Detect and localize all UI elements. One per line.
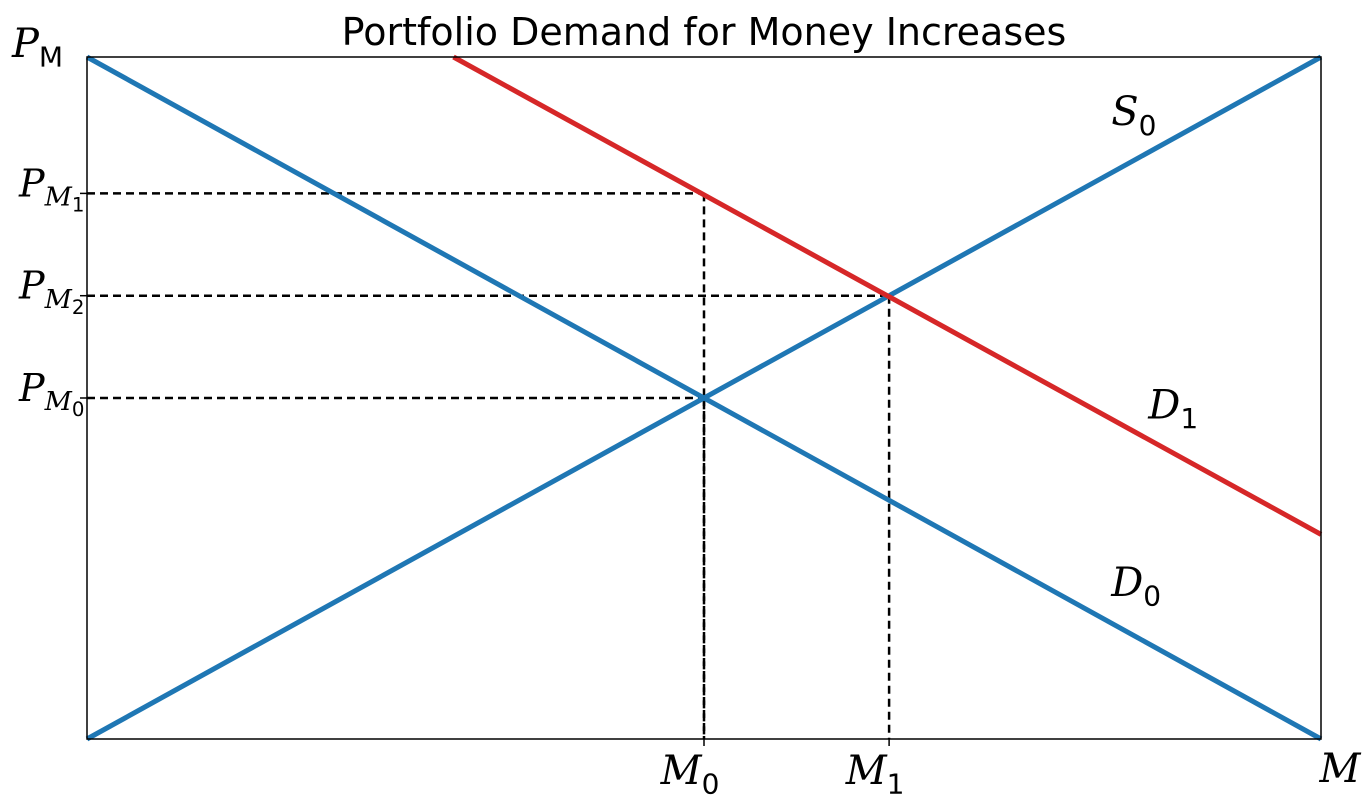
x-axis-label: M	[1319, 746, 1362, 792]
series-line-d0	[85, 54, 1323, 742]
series-line-d1	[452, 54, 1323, 537]
axis-ticks	[80, 192, 890, 746]
chart-labels: S0 D0 D1 M0 M1 PM1 PM2 PM0 PM M	[11, 21, 1362, 801]
x-tick-label: M1	[845, 748, 905, 801]
series-label-d1: D1	[1147, 382, 1198, 435]
series-label-s0: S0	[1111, 89, 1156, 142]
series-label-d0: D0	[1110, 560, 1161, 613]
chart-title: Portfolio Demand for Money Increases	[342, 10, 1067, 54]
x-tick-label: M0	[660, 748, 720, 801]
y-axis-label: PM	[11, 21, 63, 74]
series-lines	[85, 54, 1323, 742]
guide-lines	[87, 192, 891, 739]
y-tick-label: PM2	[18, 264, 84, 319]
y-tick-label: PM0	[18, 366, 84, 421]
y-tick-label: PM1	[18, 161, 84, 216]
